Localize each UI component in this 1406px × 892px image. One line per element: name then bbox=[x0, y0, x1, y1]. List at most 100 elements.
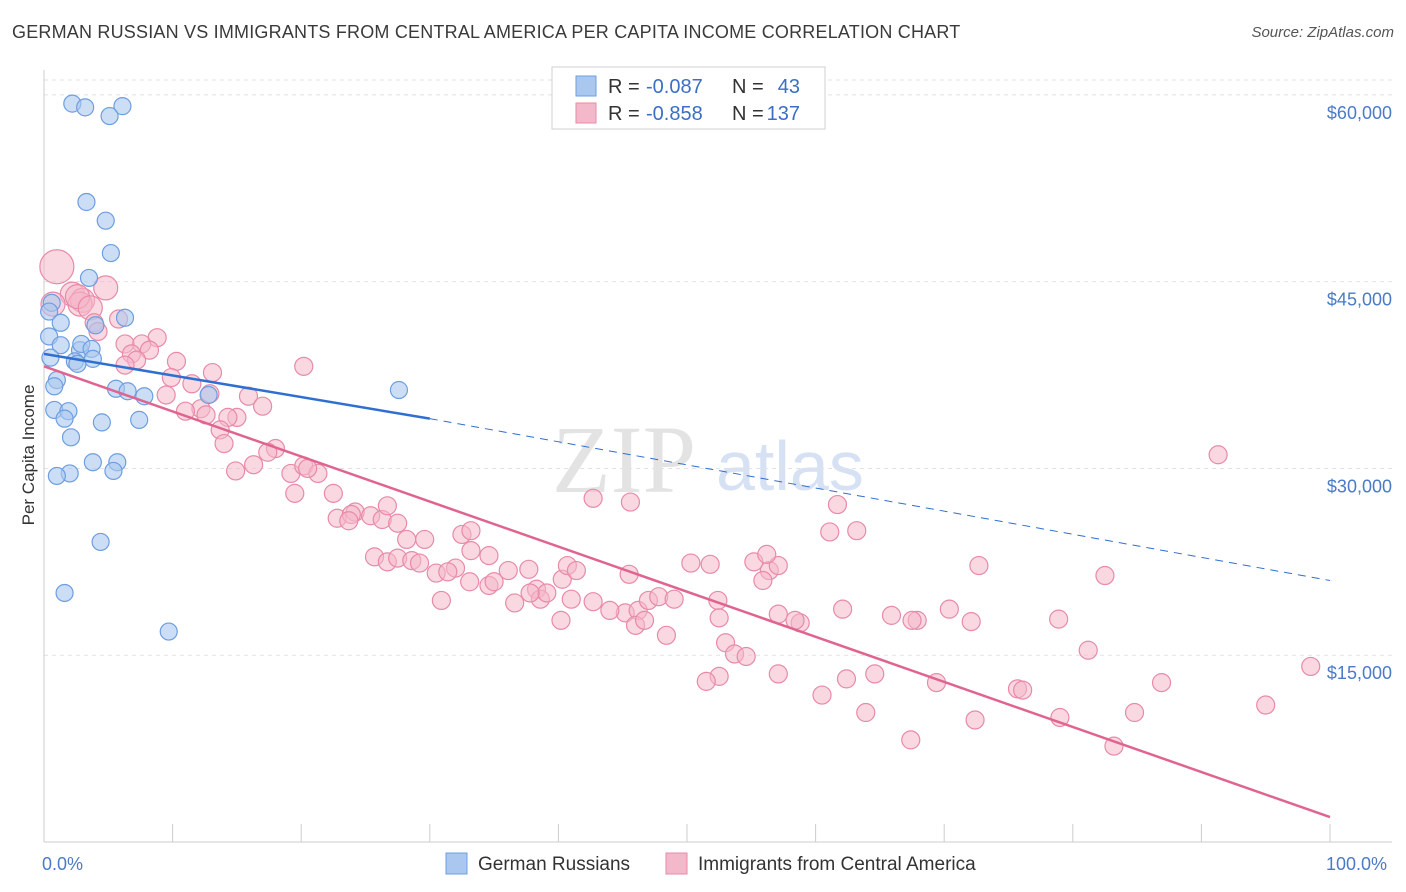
legend-swatch-blue bbox=[575, 75, 597, 97]
pink-point bbox=[736, 646, 756, 667]
pink-point bbox=[1151, 673, 1172, 693]
blue-point bbox=[51, 313, 70, 332]
pink-point bbox=[214, 433, 234, 454]
pink-point bbox=[460, 572, 480, 592]
pink-point bbox=[696, 671, 716, 691]
stats-legend: R = -0.087 N = 43 R = -0.858 N = 137 bbox=[551, 66, 826, 130]
pink-point bbox=[438, 562, 458, 582]
pink-point bbox=[115, 355, 135, 375]
pink-point bbox=[479, 546, 499, 566]
blue-point bbox=[41, 348, 60, 367]
blue-point bbox=[76, 98, 95, 117]
pink-point bbox=[397, 529, 417, 550]
pink-point bbox=[700, 554, 720, 574]
bottom-legend-label-pink: Immigrants from Central America bbox=[698, 854, 976, 875]
blue-point bbox=[45, 377, 64, 396]
source-credit: Source: ZipAtlas.com bbox=[1251, 24, 1394, 41]
pink-point bbox=[498, 560, 518, 581]
pink-point bbox=[415, 529, 435, 550]
pink-point bbox=[566, 560, 587, 581]
pink-point bbox=[93, 275, 119, 301]
blue-point bbox=[96, 211, 115, 230]
pink-point bbox=[757, 544, 777, 564]
blue-point bbox=[61, 428, 81, 447]
pink-point bbox=[836, 669, 857, 689]
blue-point bbox=[51, 336, 70, 355]
legend-n-label-1: N = bbox=[732, 76, 769, 98]
legend-r-value-2: -0.858 bbox=[646, 103, 703, 125]
blue-trend-dashed bbox=[429, 418, 1331, 582]
pink-point bbox=[39, 249, 75, 285]
pink-point bbox=[856, 702, 876, 723]
pink-point bbox=[1013, 680, 1033, 700]
blue-point bbox=[113, 97, 132, 116]
pink-point bbox=[620, 492, 641, 512]
pink-point bbox=[768, 555, 788, 576]
blue-point bbox=[115, 308, 135, 327]
pink-point bbox=[431, 590, 451, 611]
pink-trend-line bbox=[43, 365, 1331, 819]
legend-n-value-1: 43 bbox=[778, 76, 800, 98]
pink-point bbox=[681, 553, 701, 573]
pink-point bbox=[166, 351, 187, 371]
y-tick-label: $45,000 bbox=[1327, 290, 1392, 310]
pink-point bbox=[484, 572, 504, 592]
legend-swatch-pink bbox=[575, 102, 597, 124]
pink-point bbox=[768, 664, 788, 684]
trend-lines bbox=[43, 352, 1331, 819]
series-legend: German Russians Immigrants from Central … bbox=[445, 852, 976, 875]
bottom-legend-label-blue: German Russians bbox=[478, 854, 630, 875]
pink-point bbox=[519, 559, 539, 579]
series-german-russians bbox=[40, 94, 409, 641]
legend-n-label-2: N = bbox=[732, 103, 769, 125]
pink-point bbox=[202, 362, 223, 383]
x-tick-label-min: 0.0% bbox=[42, 854, 83, 874]
pink-point bbox=[961, 612, 981, 632]
legend-n-value-2: 137 bbox=[767, 103, 800, 125]
blue-trend-line bbox=[43, 352, 431, 420]
pink-point bbox=[294, 356, 314, 376]
pink-point bbox=[1256, 695, 1276, 715]
blue-point bbox=[100, 106, 119, 126]
blue-point bbox=[159, 622, 178, 641]
pink-point bbox=[865, 664, 885, 684]
bottom-legend-swatch-pink bbox=[665, 852, 688, 875]
y-axis-label: Per Capita Income bbox=[19, 385, 38, 526]
pink-point bbox=[244, 455, 264, 475]
blue-point bbox=[83, 453, 102, 472]
axes bbox=[43, 70, 1392, 843]
blue-point bbox=[55, 583, 74, 603]
pink-point bbox=[461, 521, 481, 541]
pink-point bbox=[1301, 656, 1321, 677]
blue-point bbox=[101, 243, 120, 263]
legend-r-label-1: R = bbox=[608, 76, 645, 98]
pink-point bbox=[820, 522, 840, 542]
pink-point bbox=[902, 610, 922, 630]
pink-point bbox=[551, 610, 571, 630]
pink-point bbox=[881, 605, 902, 625]
pink-point bbox=[600, 600, 620, 621]
blue-point bbox=[104, 461, 123, 481]
pink-point bbox=[827, 494, 848, 515]
pink-point bbox=[969, 555, 989, 576]
pink-point bbox=[656, 625, 677, 645]
pink-point bbox=[339, 511, 359, 531]
pink-point bbox=[901, 730, 921, 750]
pink-point bbox=[377, 496, 397, 516]
blue-point bbox=[86, 316, 105, 335]
y-tick-label: $30,000 bbox=[1327, 476, 1392, 496]
pink-point bbox=[664, 589, 684, 609]
pink-point bbox=[1104, 736, 1124, 756]
blue-point bbox=[92, 413, 111, 432]
pink-point bbox=[1095, 565, 1115, 586]
pink-point bbox=[833, 599, 853, 619]
pink-point bbox=[965, 710, 985, 730]
blue-point bbox=[389, 380, 409, 400]
pink-point bbox=[1208, 445, 1228, 465]
pink-point bbox=[812, 685, 832, 705]
pink-point bbox=[634, 610, 655, 630]
pink-point bbox=[939, 599, 959, 619]
blue-point bbox=[40, 302, 59, 321]
pink-point bbox=[505, 593, 525, 613]
